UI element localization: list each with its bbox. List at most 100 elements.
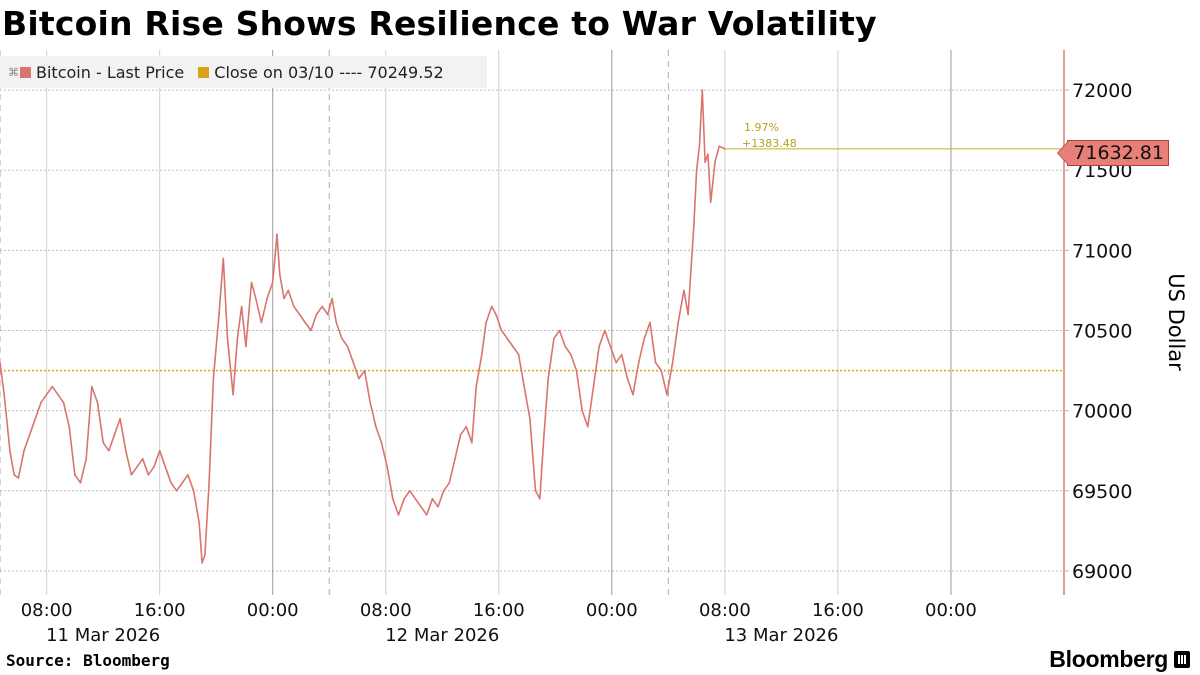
price-point <box>34 417 37 420</box>
price-point <box>245 345 247 348</box>
price-point <box>271 281 274 284</box>
price-point <box>386 466 389 468</box>
price-point <box>654 361 657 364</box>
price-point <box>420 506 422 508</box>
price-point <box>198 522 200 524</box>
legend-item-close[interactable]: Close on 03/10 ---- 70249.52 <box>198 63 444 82</box>
price-point <box>91 385 93 388</box>
price-point <box>626 377 629 380</box>
price-point <box>523 385 525 388</box>
date-label: 13 Mar 2026 <box>724 625 838 646</box>
price-point <box>442 490 445 492</box>
price-point <box>321 305 324 308</box>
x-tick-label: 16:00 <box>812 600 864 621</box>
price-point <box>707 153 709 155</box>
date-label: 11 Mar 2026 <box>46 625 160 646</box>
price-point <box>266 297 268 300</box>
price-point <box>485 321 487 324</box>
price-point <box>212 377 215 380</box>
price-point <box>341 337 343 340</box>
price-point <box>102 441 104 444</box>
price-point <box>141 458 144 460</box>
price-point <box>310 329 312 332</box>
date-label: 12 Mar 2026 <box>385 625 499 646</box>
price-point <box>236 337 239 340</box>
price-point <box>125 449 127 452</box>
price-point <box>119 417 121 420</box>
x-tick-label: 00:00 <box>925 600 977 621</box>
price-point <box>620 353 623 356</box>
price-point <box>17 477 20 479</box>
price-point <box>397 514 400 516</box>
price-point <box>315 313 318 316</box>
price-point <box>495 313 497 316</box>
price-point <box>240 305 243 308</box>
price-point <box>500 329 503 332</box>
x-tick-label: 00:00 <box>586 600 638 621</box>
price-point <box>68 425 70 428</box>
price-point <box>255 297 257 300</box>
price-point <box>592 385 595 388</box>
price-point <box>575 369 578 372</box>
x-tick-label: 08:00 <box>21 600 73 621</box>
x-tick-labels: 08:00 16:00 00:00 08:00 16:00 00:00 08:00 16:00… <box>21 600 977 646</box>
price-point <box>28 433 31 436</box>
pin-icon: ⌘ <box>8 65 19 79</box>
price-point <box>369 401 372 404</box>
price-point <box>293 305 295 308</box>
price-point <box>437 506 439 508</box>
price-point <box>358 377 360 380</box>
price-point <box>632 393 634 396</box>
price-point <box>187 474 189 476</box>
price-point <box>714 161 716 163</box>
price-point <box>130 474 133 476</box>
price-point <box>677 321 679 324</box>
price-point <box>85 458 87 460</box>
price-point <box>181 482 184 484</box>
price-point <box>570 353 572 356</box>
price-point <box>352 361 355 364</box>
price-point <box>666 393 668 396</box>
legend-swatch-bitcoin <box>20 66 31 78</box>
price-point <box>465 425 468 428</box>
source-note: Source: Bloomberg <box>6 651 170 670</box>
legend-item-bitcoin[interactable]: ⌘ Bitcoin - Last Price <box>8 63 184 82</box>
last-price-tag: 71632.81 <box>1057 140 1169 166</box>
price-point <box>62 401 65 404</box>
price-point <box>192 490 195 492</box>
price-point <box>250 281 253 284</box>
price-point <box>609 345 612 348</box>
price-point <box>113 433 116 436</box>
price-point <box>409 490 411 492</box>
price-point <box>701 89 704 91</box>
price-point <box>564 345 566 348</box>
price-point <box>431 498 434 500</box>
price-point <box>0 361 1 364</box>
price-point <box>687 313 689 316</box>
price-point <box>529 417 531 420</box>
brand-name: Bloomberg <box>1049 646 1168 672</box>
price-point <box>201 562 203 564</box>
price-point <box>51 385 54 388</box>
price-point <box>164 466 167 468</box>
price-point <box>276 233 278 236</box>
price-point <box>346 345 349 348</box>
legend: ⌘ Bitcoin - Last Price Close on 03/10 --… <box>0 56 487 88</box>
price-point <box>222 257 225 260</box>
price-point <box>304 321 307 324</box>
price-point <box>459 433 462 436</box>
price-point <box>158 449 161 452</box>
price-point <box>363 369 366 372</box>
price-point <box>604 329 606 332</box>
price-point <box>709 201 712 204</box>
y-axis-label: US Dollar <box>1164 273 1188 371</box>
price-point <box>643 337 646 340</box>
legend-label-bitcoin: Bitcoin - Last Price <box>36 62 185 82</box>
price-point <box>671 361 674 364</box>
price-point <box>232 393 234 396</box>
bitcoin-price-line <box>0 89 726 564</box>
y-tick-label: 69000 <box>1072 561 1132 583</box>
price-point <box>208 482 210 484</box>
price-point <box>506 337 509 340</box>
